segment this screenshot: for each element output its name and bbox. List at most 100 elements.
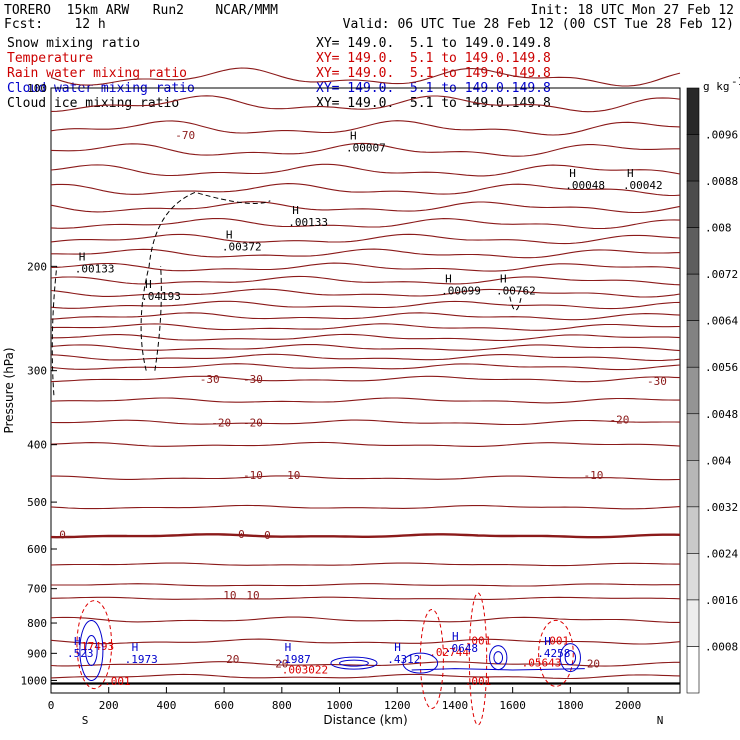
field-name: Cloud ice mixing ratio (7, 96, 180, 111)
isotherm-line (50, 504, 681, 510)
forecast-hour: Fcst: 12 h (4, 17, 106, 32)
temperature-label: -30 (200, 373, 220, 386)
snow-max-label: .00372 (222, 240, 262, 253)
x-tick-label: 0 (48, 699, 55, 712)
y-tick-label: 200 (27, 260, 47, 273)
cloud-water-max-marker: H (544, 635, 551, 648)
snow-max-marker: H (500, 272, 507, 285)
isotherm-line (51, 333, 681, 342)
y-tick-label: 400 (27, 439, 47, 452)
snow-max-label: .04193 (141, 290, 181, 303)
snow-contour (51, 266, 58, 396)
cloud-water-contour (85, 634, 98, 666)
colorbar-segment (686, 87, 700, 135)
rain-max-label: .17493 (74, 640, 114, 653)
y-tick-label: 700 (27, 583, 47, 596)
field-name: Rain water mixing ratio (7, 66, 188, 81)
isotherm-line (50, 596, 681, 600)
cloud-water-max-label: .523 (67, 647, 94, 660)
cloud-water-contour (402, 652, 439, 674)
isotherm-line (50, 300, 681, 310)
isotherm-line (50, 312, 681, 321)
cloud-water-contour (79, 619, 104, 681)
isotherm-line (50, 562, 680, 567)
colorbar-segment (686, 273, 700, 321)
y-tick-label: 500 (27, 496, 47, 509)
cloud-water-max-label: .1973 (125, 653, 158, 666)
temperature-label: 20 (587, 658, 600, 671)
colorbar-label: .0024 (705, 547, 738, 560)
isotherm-line (50, 638, 681, 645)
cloud-water-max-label: .4258 (537, 647, 570, 660)
temperature-label: 0 (59, 528, 66, 541)
x-tick-label: 1000 (326, 699, 353, 712)
colorbar-label: .004 (705, 454, 732, 467)
temperature-label: -30 (647, 375, 667, 388)
isotherm-line (50, 67, 681, 87)
colorbar-segment (686, 180, 700, 228)
snow-max-marker: H (145, 278, 152, 291)
isotherm-line (50, 375, 681, 383)
isotherm-line (50, 419, 681, 426)
snow-max-label: .00133 (75, 263, 115, 276)
x-tick-label: 1800 (557, 699, 584, 712)
colorbar-segment (686, 599, 700, 647)
cloud-water-contour (411, 668, 585, 671)
temperature-label: 20 (226, 653, 239, 666)
colorbar-label: .0072 (705, 268, 738, 281)
snow-max-marker: H (226, 228, 233, 241)
isotherm-line (50, 233, 681, 245)
y-tick-label: 100 (27, 82, 47, 95)
colorbar-segment (686, 366, 700, 415)
cloud-water-contour (489, 645, 508, 671)
colorbar-label: .0064 (705, 315, 738, 328)
isotherm-line (51, 475, 681, 481)
y-tick-label: 900 (27, 647, 47, 660)
snow-max-marker: H (292, 204, 299, 217)
colorbar-label: .0088 (705, 175, 738, 188)
y-tick-label: 300 (27, 365, 47, 378)
colorbar-label: .0032 (705, 501, 738, 514)
snow-max-label: .00007 (346, 142, 386, 155)
x-tick-label: 400 (156, 699, 176, 712)
cloud-water-contour (339, 659, 369, 667)
isotherm-line (51, 583, 681, 587)
valid-time: Valid: 06 UTC Tue 28 Feb 12 (00 CST Tue … (342, 17, 734, 32)
rain-max-label: .001 (543, 635, 570, 648)
y-tick-label: 1000 (21, 674, 48, 687)
isotherm-line (50, 323, 681, 331)
field-xy: XY= 149.0. 5.1 to 149.0.149.8 (316, 36, 551, 51)
rain-max-label: .003022 (282, 664, 328, 677)
cloud-water-max-label: .4312 (387, 653, 420, 666)
isotherm-line (50, 120, 681, 136)
cloud-water-contour (330, 656, 378, 670)
x-tick-label: 1600 (499, 699, 526, 712)
y-axis-title: Pressure (hPa) (2, 347, 16, 433)
colorbar-segment (686, 460, 700, 508)
snow-max-label: .00048 (565, 179, 605, 192)
isotherm-line (50, 353, 681, 362)
rain-max-label: .05643 (522, 657, 562, 670)
snow-contour (154, 266, 162, 371)
colorbar-label: .0056 (705, 361, 738, 374)
colorbar-segment (686, 506, 700, 554)
rain-max-label: .001 (465, 635, 492, 648)
snow-max-marker: H (79, 251, 86, 264)
cloud-water-max-marker: H (394, 641, 401, 654)
temperature-label: -20 (243, 417, 263, 430)
temperature-label: 10 (246, 589, 259, 602)
temperature-label: -30 (243, 373, 263, 386)
x-tick-label: 1400 (442, 699, 469, 712)
plot-frame (50, 87, 681, 694)
cloud-water-max-marker: H (74, 635, 81, 648)
colorbar-unit-exponent: -1 (731, 75, 740, 88)
cloud-water-contour (493, 651, 504, 665)
temperature-label: 0 (264, 529, 271, 542)
snow-contour (509, 296, 522, 311)
colorbar-segment (686, 553, 700, 601)
x-axis-title: Distance (km) (323, 713, 407, 727)
temperature-label: -10 (281, 469, 301, 482)
colorbar-segment (686, 227, 700, 275)
cloud-water-max-label: .1987 (278, 653, 311, 666)
north-label: N (657, 714, 664, 727)
